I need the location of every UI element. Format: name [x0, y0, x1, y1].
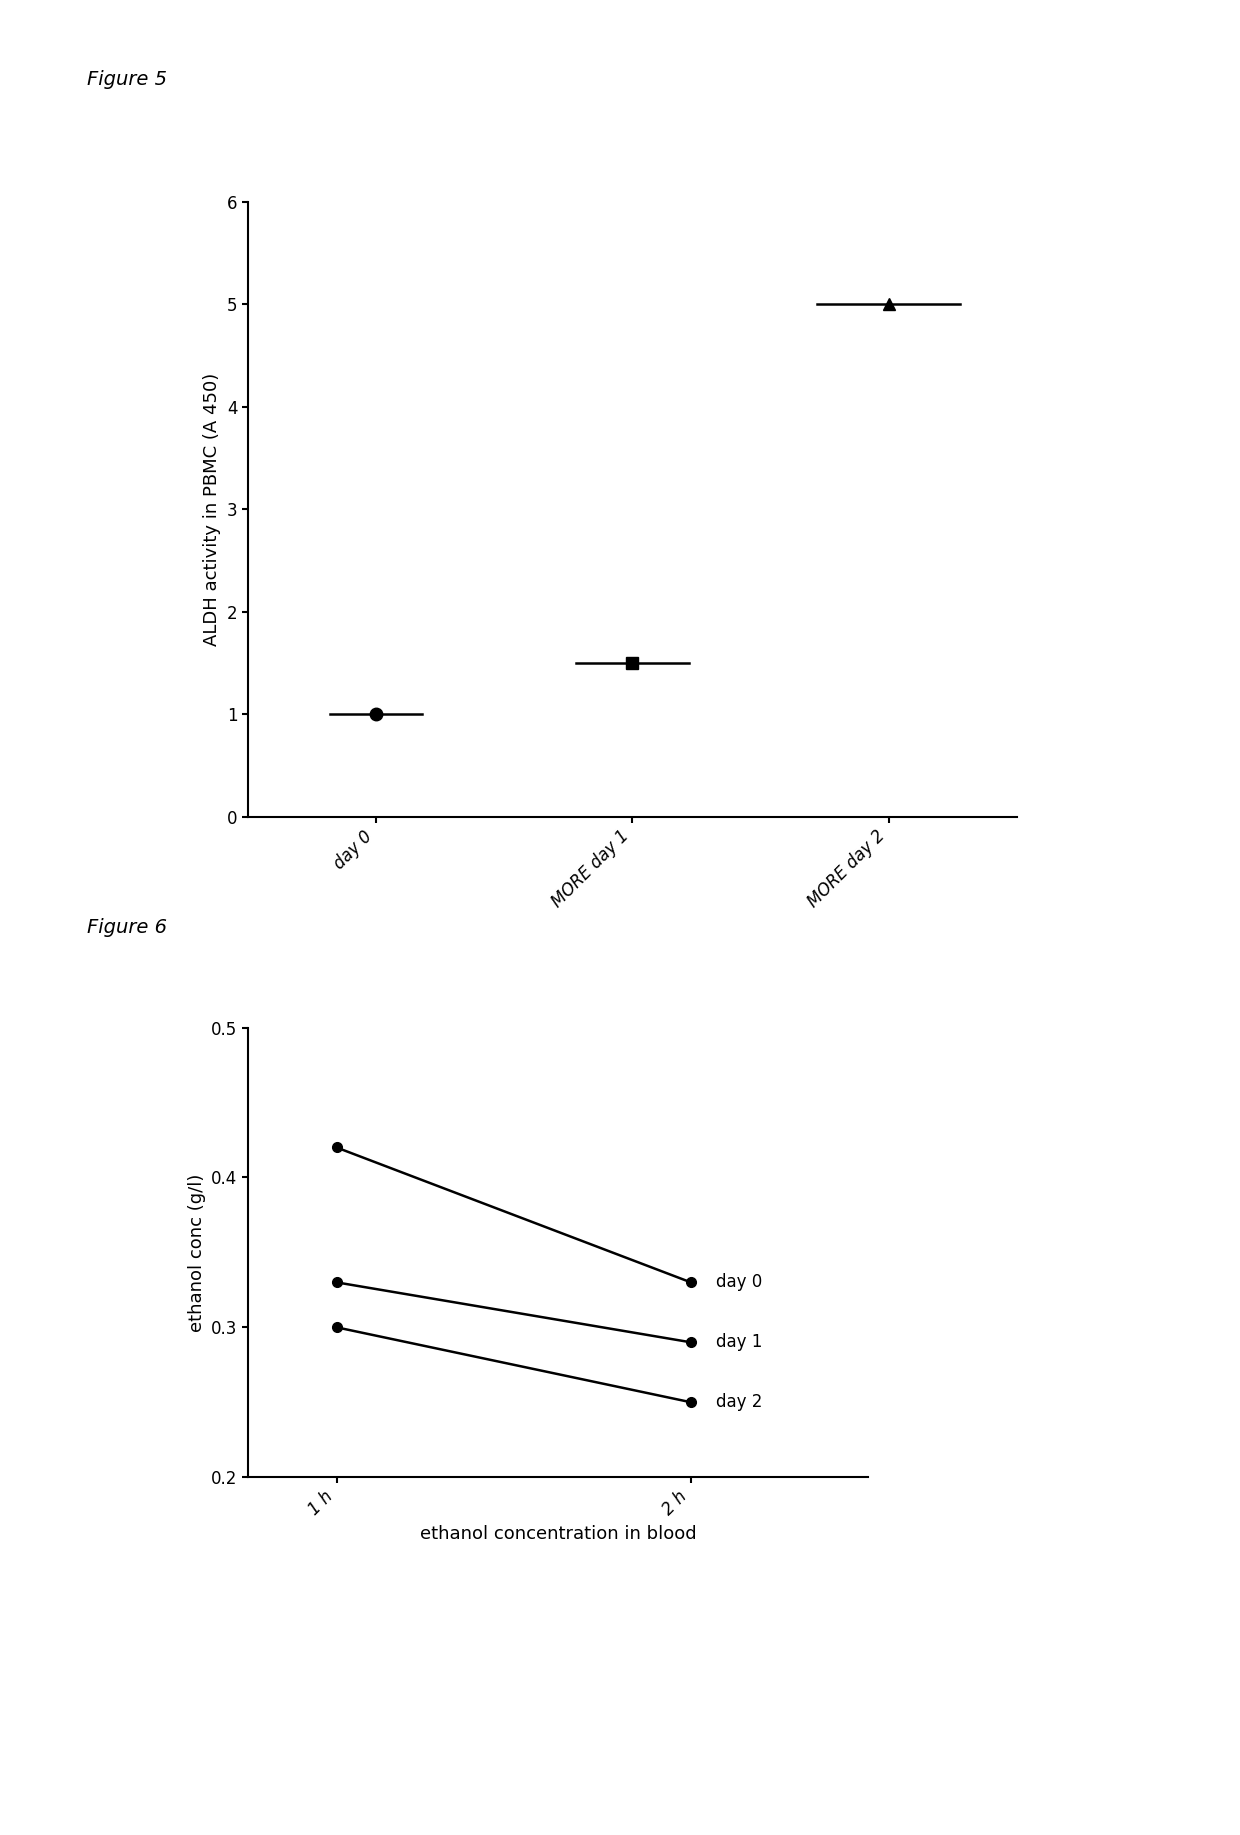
X-axis label: ethanol concentration in blood: ethanol concentration in blood [419, 1525, 697, 1543]
Y-axis label: ethanol conc (g/l): ethanol conc (g/l) [187, 1173, 206, 1332]
Y-axis label: ALDH activity in PBMC (A 450): ALDH activity in PBMC (A 450) [203, 373, 222, 646]
Text: day 0: day 0 [715, 1273, 761, 1292]
Text: Figure 5: Figure 5 [87, 70, 167, 88]
Text: day 2: day 2 [715, 1393, 763, 1411]
Text: Figure 6: Figure 6 [87, 918, 167, 936]
Text: day 1: day 1 [715, 1334, 763, 1351]
